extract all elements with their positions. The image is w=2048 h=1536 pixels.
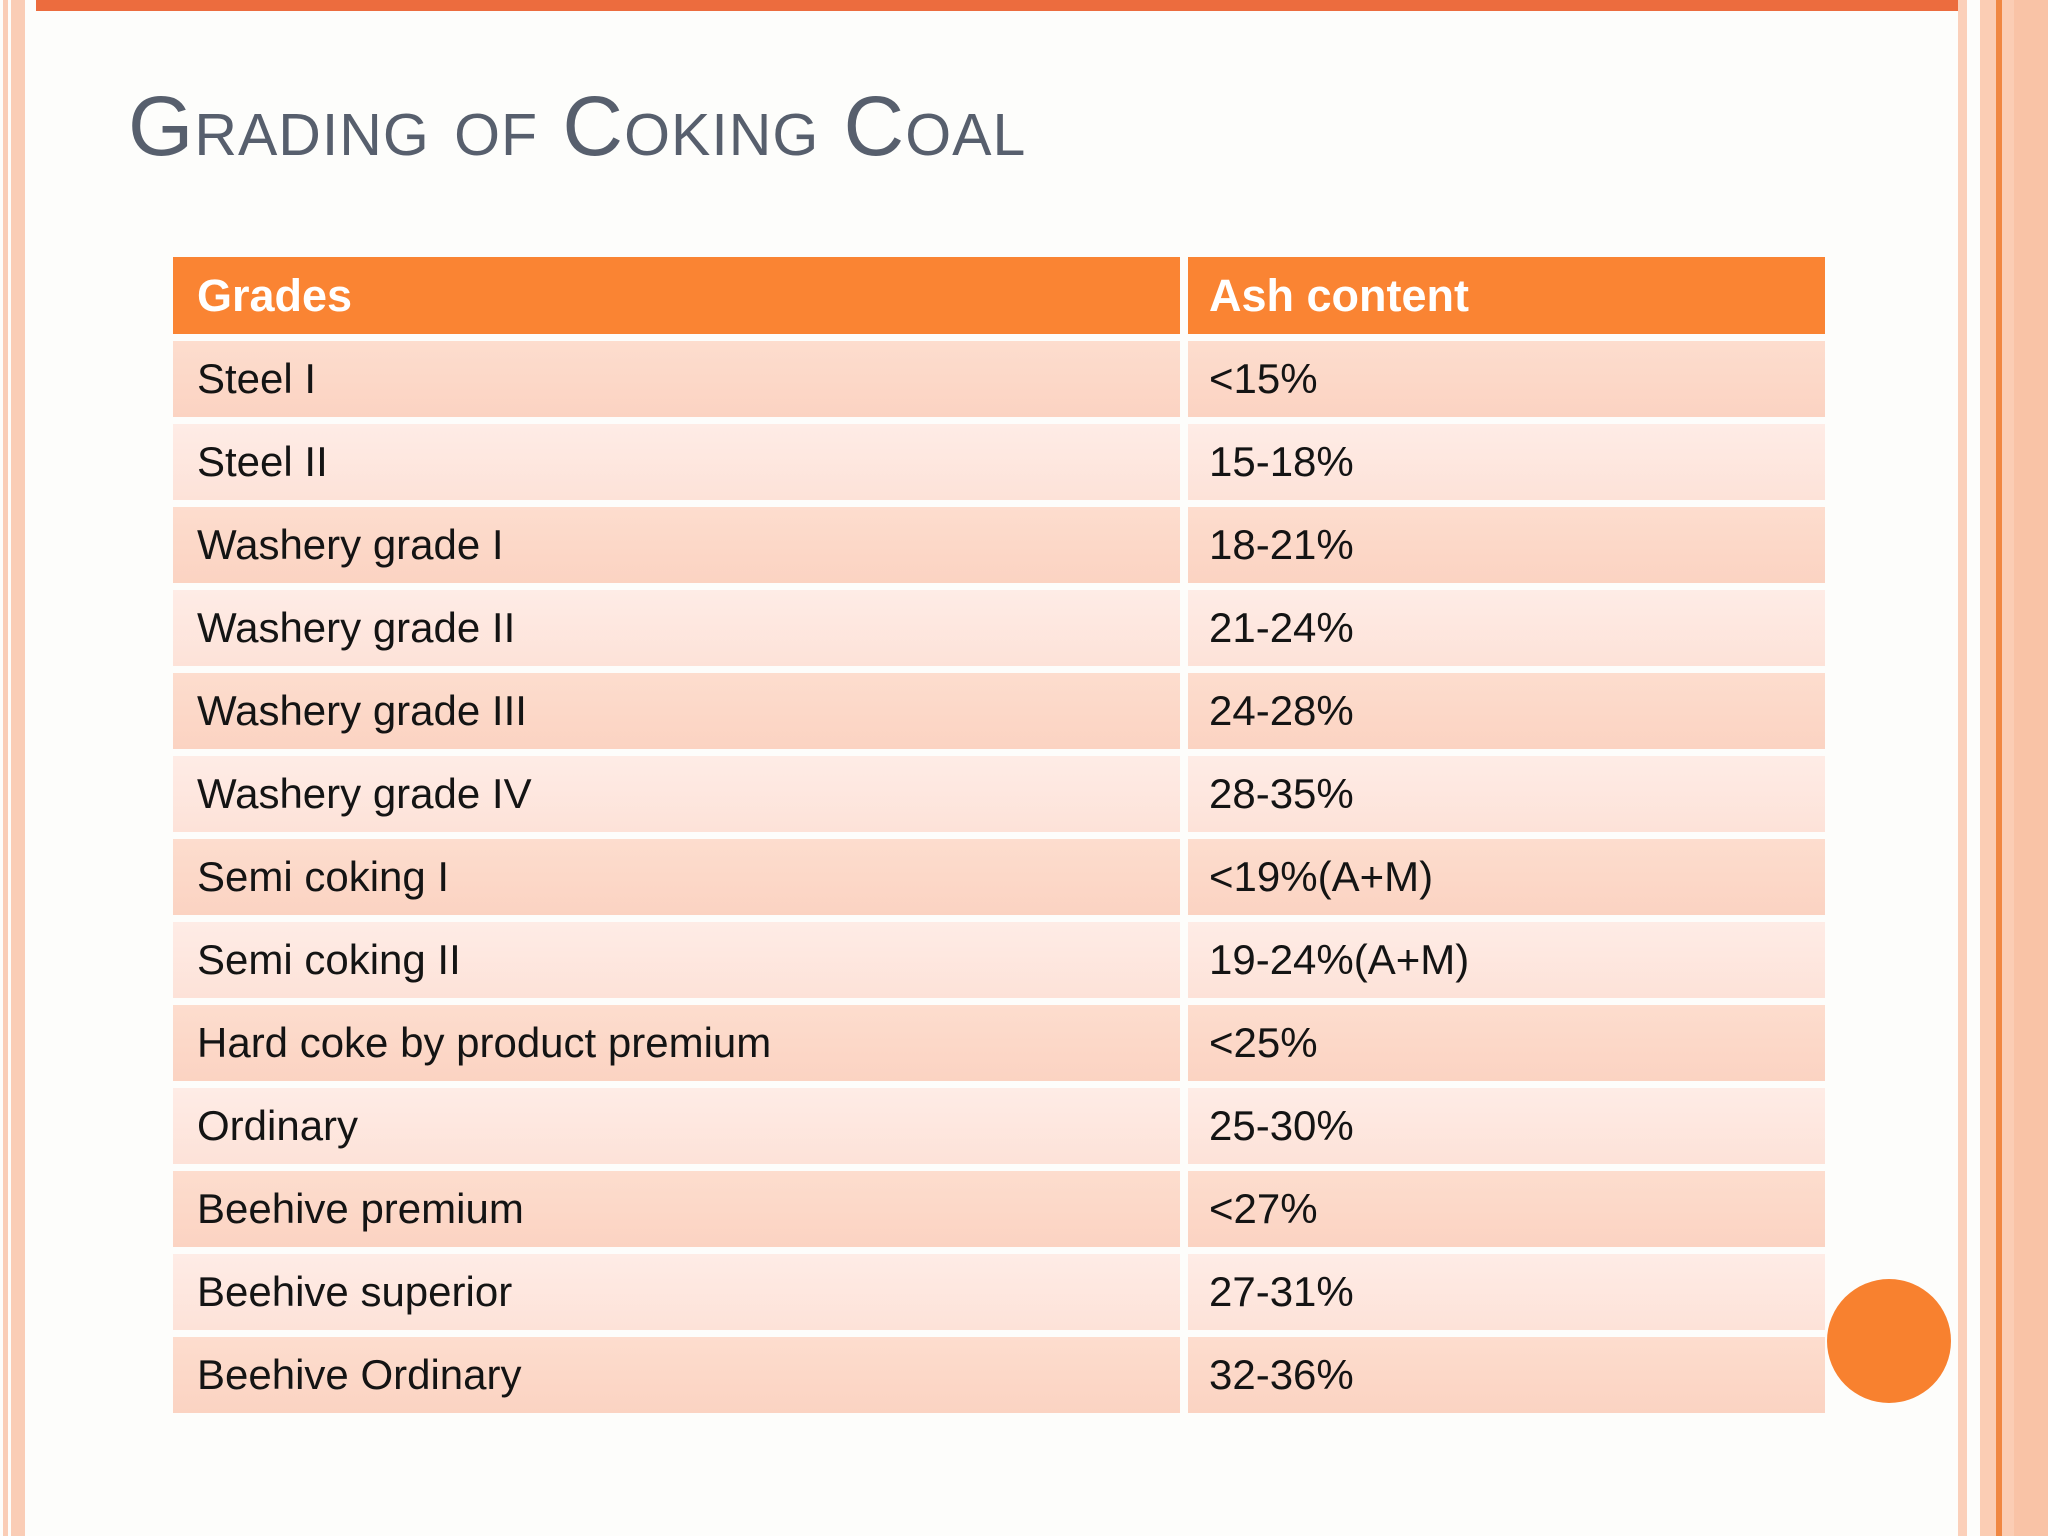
grade-cell: Semi coking I	[173, 839, 1180, 915]
ash-cell: 24-28%	[1188, 673, 1825, 749]
right-edge-stripe-2	[1980, 0, 1996, 1536]
ash-cell: 32-36%	[1188, 1337, 1825, 1413]
grade-cell: Hard coke by product premium	[173, 1005, 1180, 1081]
grade-cell: Beehive superior	[173, 1254, 1180, 1330]
grade-cell: Beehive premium	[173, 1171, 1180, 1247]
ash-cell: <19%(A+M)	[1188, 839, 1825, 915]
ash-cell: 27-31%	[1188, 1254, 1825, 1330]
grade-cell: Washery grade II	[173, 590, 1180, 666]
grade-cell: Steel I	[173, 341, 1180, 417]
table-header-grades: Grades	[173, 257, 1180, 334]
grade-cell: Washery grade IV	[173, 756, 1180, 832]
grade-cell: Washery grade I	[173, 507, 1180, 583]
grade-cell: Ordinary	[173, 1088, 1180, 1164]
left-edge-stripe-thin	[3, 0, 8, 1536]
left-edge-stripe-thick	[11, 0, 25, 1536]
grade-cell: Beehive Ordinary	[173, 1337, 1180, 1413]
slide-title: Grading of Coking Coal	[128, 79, 1027, 173]
ash-cell: <25%	[1188, 1005, 1825, 1081]
right-edge-accent-line	[1996, 0, 2002, 1536]
ash-cell: 28-35%	[1188, 756, 1825, 832]
top-rule-decoration	[36, 0, 1958, 11]
ash-cell: <15%	[1188, 341, 1825, 417]
ash-cell: 25-30%	[1188, 1088, 1825, 1164]
ash-cell: 19-24%(A+M)	[1188, 922, 1825, 998]
ash-cell: 15-18%	[1188, 424, 1825, 500]
accent-circle-decoration	[1827, 1279, 1951, 1403]
grades-table: Grades Ash content Steel I <15% Steel II…	[173, 257, 1825, 1413]
table-header-ash-content: Ash content	[1188, 257, 1825, 334]
right-edge-stripe-4	[2014, 0, 2048, 1536]
grade-cell: Semi coking II	[173, 922, 1180, 998]
grade-cell: Steel II	[173, 424, 1180, 500]
ash-cell: 18-21%	[1188, 507, 1825, 583]
ash-cell: <27%	[1188, 1171, 1825, 1247]
right-edge-stripe-1	[1958, 0, 1967, 1536]
ash-cell: 21-24%	[1188, 590, 1825, 666]
grade-cell: Washery grade III	[173, 673, 1180, 749]
right-edge-stripe-3	[2002, 0, 2014, 1536]
